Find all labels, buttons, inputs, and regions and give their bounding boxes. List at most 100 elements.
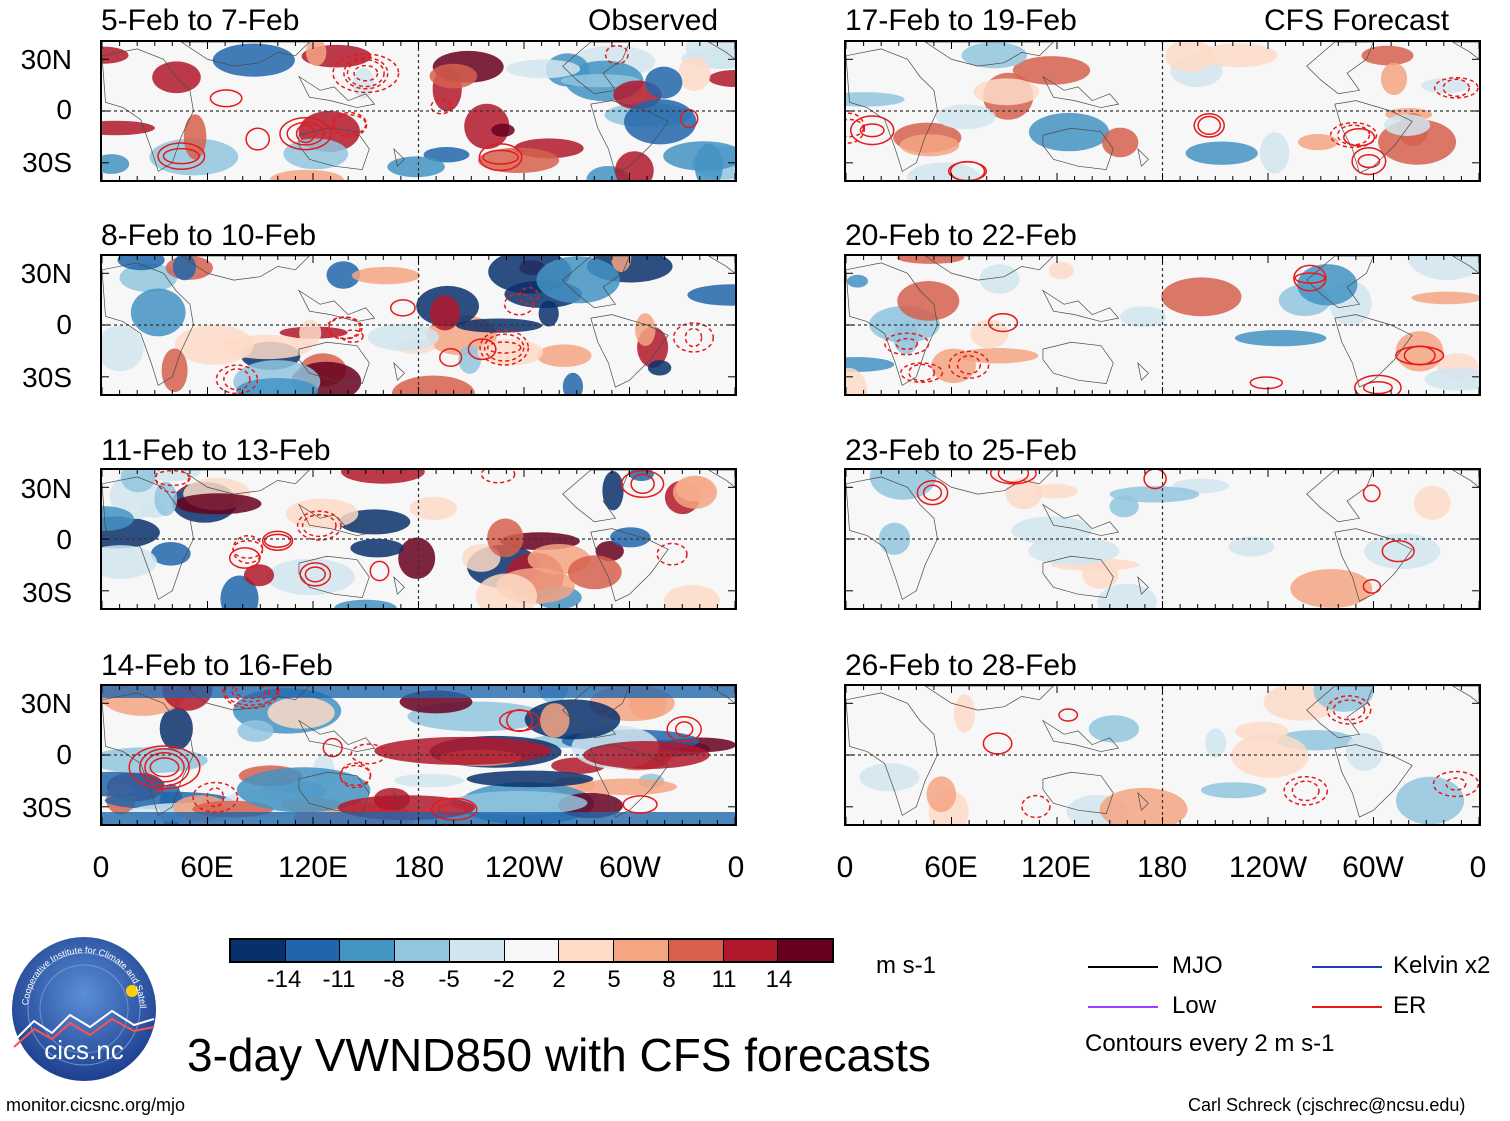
er-contour	[672, 322, 715, 353]
continent-outlines	[846, 256, 1479, 387]
colorbar-bin	[613, 940, 668, 961]
er-contour	[331, 111, 368, 138]
wind-anomaly-patch	[954, 694, 975, 733]
er-contour	[908, 363, 936, 382]
coastline	[846, 263, 937, 385]
lat-30s-4: 30S	[22, 792, 72, 823]
wind-anomaly-patch	[117, 256, 165, 271]
wind-anomaly-patch	[846, 357, 895, 372]
coastline	[563, 42, 630, 94]
wind-anomaly-patch	[578, 778, 677, 796]
er-contour	[286, 121, 325, 146]
wind-anomaly-patch	[326, 261, 361, 289]
er-contour	[1329, 121, 1378, 149]
colorbar-bin	[722, 940, 778, 961]
er-contour	[895, 337, 919, 350]
er-contour	[1395, 345, 1445, 366]
wind-anomaly-patch	[1313, 686, 1374, 712]
map-panel-obs-1	[100, 40, 737, 182]
colorbar	[229, 938, 834, 963]
er-contour	[922, 484, 943, 501]
wind-anomaly-patch	[409, 496, 458, 520]
er-contour	[231, 686, 271, 703]
er-contour	[1433, 76, 1479, 99]
wind-anomaly-patch	[1088, 715, 1140, 743]
coastline	[591, 101, 668, 173]
lat-0-2: 0	[56, 309, 72, 340]
er-contour	[498, 709, 541, 732]
colorbar-bin	[339, 940, 395, 961]
er-contour	[1442, 78, 1471, 98]
continent-outlines	[846, 470, 1479, 601]
er-contour	[1143, 470, 1167, 490]
er-contour	[304, 566, 326, 583]
wind-anomaly-patch	[1012, 56, 1091, 85]
lon-tick-r-0-end: 0	[1469, 851, 1487, 884]
er-contour	[956, 355, 982, 375]
er-contour	[299, 562, 332, 587]
observed-tag: Observed	[588, 4, 719, 37]
wind-anomaly-patch	[708, 70, 735, 87]
panel-title-fc-1: 17-Feb to 19-Feb	[845, 4, 1077, 37]
coastline	[925, 470, 1053, 494]
wind-anomaly-patch	[341, 470, 425, 484]
coastline	[925, 686, 1053, 710]
wind-anomaly-patch	[567, 555, 622, 590]
wind-anomaly-patch	[1298, 134, 1339, 151]
wind-anomaly-patch	[536, 344, 592, 367]
wind-anomaly-patch	[1028, 536, 1120, 565]
wind-anomaly-patch	[367, 323, 440, 351]
er-contour	[478, 143, 523, 172]
continent-outlines	[846, 686, 1479, 817]
wind-anomaly-patch	[429, 295, 460, 331]
cics-logo-graphic: Cooperative Institute for Climate and Sa…	[7, 927, 156, 1081]
wind-anomaly-patch	[1297, 264, 1358, 306]
wind-anomaly-patch	[1120, 306, 1166, 328]
wind-anomaly-patch	[220, 575, 259, 608]
coastline	[846, 477, 937, 599]
er-contour	[604, 44, 629, 65]
continent-outlines	[102, 686, 735, 817]
colorbar-bin	[777, 940, 833, 961]
coastline	[299, 556, 369, 597]
legend-line-mjo	[1088, 966, 1158, 968]
coastline	[181, 256, 309, 280]
er-contour	[263, 533, 292, 548]
wind-anomaly-patch	[1005, 477, 1043, 510]
er-contour	[982, 732, 1013, 755]
coastline	[1335, 529, 1412, 601]
logo-text: cics.nc	[44, 1035, 124, 1065]
er-contour	[1249, 376, 1284, 390]
wind-anomaly-patch	[560, 74, 640, 88]
wind-anomaly-patch	[1032, 483, 1078, 499]
er-contour	[279, 117, 332, 151]
lon-tick-l-120e: 120E	[277, 851, 349, 884]
legend-label-mjo: MJO	[1172, 952, 1223, 979]
legend-line-kelvin	[1312, 966, 1382, 968]
wind-anomaly-patch	[1424, 368, 1479, 391]
er-contour	[1362, 380, 1393, 394]
wind-anomaly-patch	[154, 481, 178, 516]
er-contour	[859, 123, 885, 138]
er-contour	[846, 118, 865, 138]
panel-title-fc-2: 20-Feb to 22-Feb	[845, 219, 1077, 252]
coastline	[299, 291, 375, 322]
wind-anomaly-patch	[119, 263, 178, 293]
colorbar-label: -8	[383, 966, 405, 993]
wind-anomaly-patch	[391, 375, 475, 394]
er-contour	[144, 751, 185, 783]
wind-anomaly-patch	[174, 493, 262, 515]
er-contour	[1354, 374, 1402, 394]
er-contour	[1362, 484, 1381, 503]
er-contour	[228, 547, 261, 569]
map-panel-obs-4	[100, 684, 737, 826]
er-contour	[162, 147, 200, 165]
coastline	[394, 793, 405, 810]
er-contour	[1362, 578, 1382, 594]
lat-30s-2: 30S	[22, 362, 72, 393]
coastline	[181, 686, 309, 710]
coastline	[394, 577, 405, 594]
wind-anomaly-patch	[1259, 132, 1290, 174]
er-contour	[232, 534, 264, 564]
wind-anomaly-patch	[506, 59, 581, 79]
